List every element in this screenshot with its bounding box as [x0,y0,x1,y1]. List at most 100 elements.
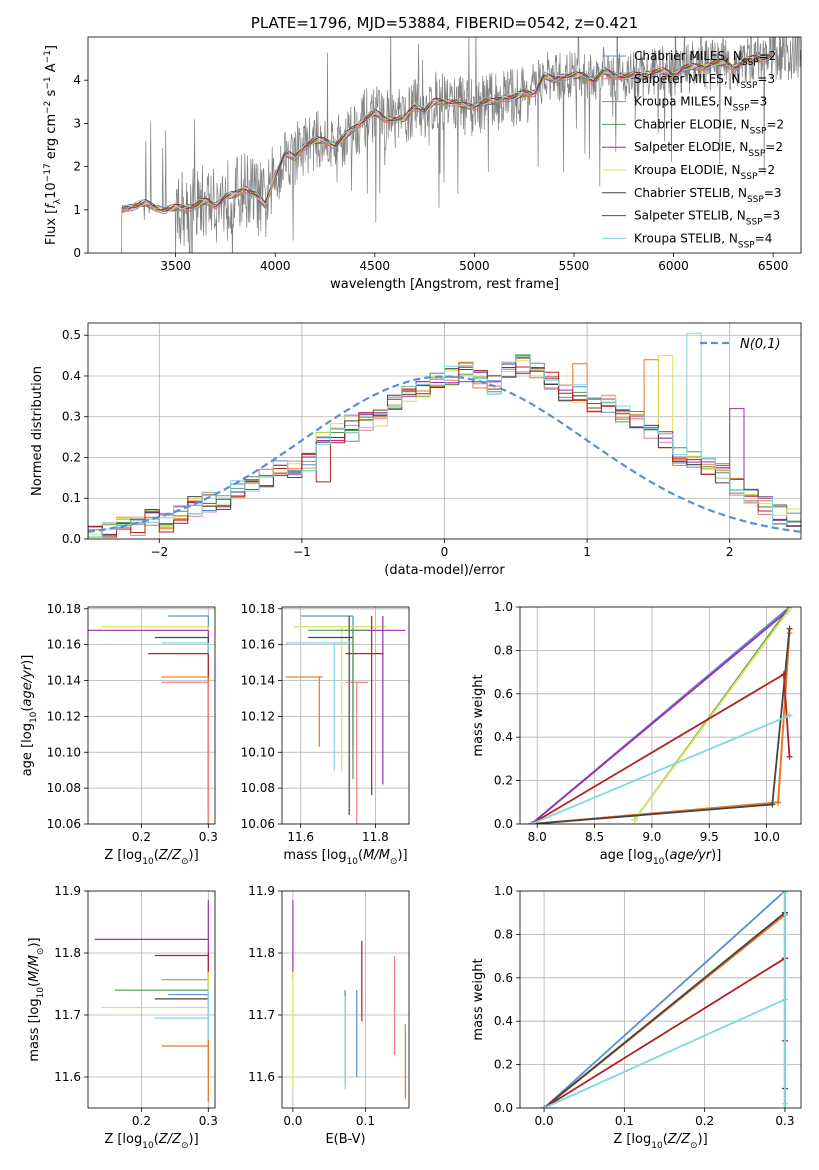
legend-entry-part: Salpeter STELIB, N [634,209,746,223]
model-fit-line [121,55,773,213]
cumulative-line [543,912,786,1108]
mass-ebv-xlabel: E(B-V) [325,1132,365,1147]
spectrum-panel-ytick-label: 2 [73,160,81,174]
model-fit-line [121,54,773,213]
residual-panel-ticks: −2 −1 0 1 2 0.0 0.1 0.2 0.3 0.4 0.5 [62,328,734,559]
age-z-ylabel-part: 10 [29,711,39,723]
cumulative-line [531,628,791,824]
age-mass-panel-ytick-label: 10.12 [241,709,275,723]
cumulative-marker [528,821,535,824]
weight-z-panel-ytick-label: 0.2 [494,1058,513,1072]
weight-age-panel-ticks: 8.0 8.5 9.0 9.5 10.0 0.0 0.2 0.4 0.6 0.8 1.0 [494,600,780,844]
age-z-xlabel-part: Z [log [104,848,142,863]
spectrum-ylabel-part: A [44,63,59,76]
residual-panel-xtick-label: 2 [726,545,734,559]
age-z-ylabel-part: age/yr [20,663,35,706]
mass-z-panel-ytick-label: 11.8 [54,946,81,960]
weight-z-panel-xtick-label: 0.1 [615,1114,634,1128]
age-z-xlabel-part: ( [154,848,159,863]
residual-panel-ytick-label: 0.1 [62,491,81,505]
legend-entry-part: =2 [757,163,775,177]
legend-entry: Kroupa MILES, NSSP=3 [634,95,767,114]
observed-spectrum-line [119,37,801,253]
mass-z-ylabel-part: ⊙ [36,948,46,956]
cumulative-marker [769,801,776,808]
weight-age-panel-ytick-label: 0.6 [494,687,513,701]
age-z-panel-ytick-label: 10.12 [47,709,81,723]
spectrum-panel-ytick-label: 3 [73,116,81,130]
mass-z-ylabel: mass [log10(M/M⊙)] [27,937,46,1061]
spectrum-panel-xtick-label: 6000 [658,259,689,273]
weight-age-xlabel: age [log10(age/yr)] [600,848,722,867]
age-z-ylabel-part: ( [20,707,35,712]
weight-z-xlabel: Z [log10(Z/Z⊙)] [613,1132,707,1151]
weight-age-panel-xtick-label: 9.5 [700,830,719,844]
legend-entry-part: =3 [763,209,781,223]
spectrum-panel-xtick-label: 4000 [260,259,291,273]
weight-z-ylabel: mass weight [471,958,486,1040]
residual-panel-frame [87,322,802,540]
weight-age-panel-xtick-label: 9.0 [642,830,661,844]
residual-panel-plot-area [88,323,801,539]
legend-entry-part: Chabrier ELODIE, N [634,117,750,131]
age-mass-panel-ytick-label: 10.18 [241,602,275,616]
age-z-panel-ytick-label: 10.14 [47,674,81,688]
weight-z-xlabel-part: ⊙ [690,1141,698,1151]
age-z-ylabel-part: age [log [20,723,35,776]
cumulative-marker [781,996,788,1003]
residual-ylabel-part: Normed distribution [30,366,45,496]
weight-age-ylabel: mass weight [471,674,486,756]
legend-entry-part: Kroupa MILES, N [634,95,733,109]
weight-z-xlabel-part: Z/Z [667,1132,691,1147]
legend-entry-part: Chabrier STELIB, N [634,186,747,200]
mass-ebv-panel-ytick-label: 11.9 [248,884,275,898]
spectrum-ylabel: Flux [fλ10−17 erg cm−2 s−1 A−1] [43,45,63,245]
mass-ebv-panel-ytick-label: 11.8 [248,946,275,960]
mass-z-xlabel-part: ⊙ [181,1141,189,1151]
age-z-xlabel: Z [log10(Z/Z⊙)] [104,848,198,867]
residual-panel-xtick-label: 0 [441,545,449,559]
mass-z-xlabel-part: Z/Z [158,1132,182,1147]
age-z-panel-ticks: 0.2 0.3 10.06 10.08 10.10 10.12 10.14 10.16 10.1… [47,602,218,844]
cumulative-line [531,672,791,824]
weight-age-panel-xtick-label: 8.5 [585,830,604,844]
legend-entry-part: Kroupa STELIB, N [634,231,738,245]
weight-age-panel-ytick-label: 1.0 [494,600,513,614]
age-z-ylabel: age [log10(age/yr)] [20,655,39,777]
age-z-panel-ytick-label: 10.16 [47,638,81,652]
spectrum-panel-plot-area [119,37,801,253]
age-mass-xlabel-part: 10 [347,857,359,867]
weight-z-panel-ticks: 0.0 0.1 0.2 0.3 0.0 0.2 0.4 0.6 0.8 1.0 [494,884,795,1128]
age-mass-panel-ticks: 11.6 11.8 10.06 10.08 10.10 10.12 10.14 10.16 10… [241,602,389,844]
age-mass-panel-ytick-label: 10.16 [241,638,275,652]
age-mass-panel-ytick-label: 10.08 [241,781,275,795]
weight-age-xlabel-part: 10 [653,857,665,867]
age-z-panel: 0.2 0.3 10.06 10.08 10.10 10.12 10.14 10.16 10.1… [20,602,218,867]
spectrum-panel-frame [87,36,802,254]
age-z-panel-xtick-label: 0.3 [199,830,218,844]
age-z-xlabel-part: ⊙ [181,857,189,867]
mass-z-xlabel: Z [log10(Z/Z⊙)] [104,1132,198,1151]
mass-z-ylabel-part: ( [27,982,42,987]
spectrum-ylabel-part: λ [53,198,63,204]
spectrum-xlabel-part: wavelength [Angstrom, rest frame] [330,277,559,292]
mass-z-xlabel-part: Z [log [104,1132,142,1147]
weight-z-panel-xtick-label: 0.0 [535,1114,554,1128]
age-z-panel-plot-area [88,607,215,824]
residual-panel: −2 −1 0 1 2 0.0 0.1 0.2 0.3 0.4 0.5 N(0,1) (data-mod… [30,322,802,578]
spectrum-panel-xtick-label: 6500 [758,259,789,273]
weight-z-panel-ytick-label: 0.8 [494,927,513,941]
cumulative-marker [786,625,793,632]
age-mass-panel-ytick-label: 10.06 [241,817,275,831]
weight-age-panel-xtick-label: 10.0 [753,830,780,844]
spectrum-panel-xtick-label: 5000 [459,259,490,273]
mass-z-panel-plot-area [88,891,215,1108]
spectrum-ylabel-part: −17 [43,163,53,182]
cumulative-marker [786,712,793,719]
mass-z-xlabel-part: ( [154,1132,159,1147]
spectrum-ylabel-part: f [44,202,59,209]
legend-entry-part: Chabrier MILES, N [634,49,742,63]
age-mass-xlabel-part: )] [397,848,407,863]
age-z-xlabel-part: )] [189,848,199,863]
age-mass-panel-ytick-label: 10.14 [241,674,275,688]
